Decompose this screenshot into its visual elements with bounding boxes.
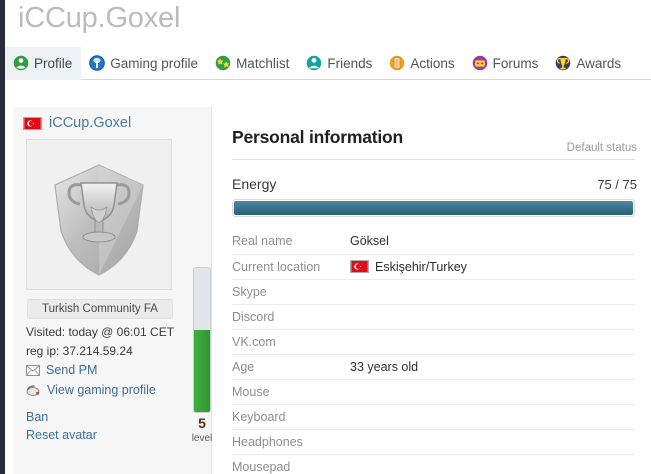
info-value-cell [350,279,635,305]
info-key: Discord [232,304,350,330]
reset-avatar-link[interactable]: Reset avatar [26,428,97,442]
info-key: Skype [232,279,350,305]
section-title: Personal information [232,127,404,147]
page-title: iCCup.Goxel [18,2,181,34]
tab-profile[interactable]: Profile [5,46,82,80]
info-key: Headphones [232,429,350,455]
friends-icon [307,55,322,71]
table-row: Current location Eskişehir/Turkey [232,254,635,280]
page-header: iCCup.Goxel [5,0,651,47]
info-key: Real name [232,229,350,255]
sidebar-username[interactable]: iCCup.Goxel [49,115,132,131]
info-value-cell [350,404,635,430]
matchlist-icon [215,55,231,71]
info-value: 33 years old [350,359,419,374]
info-key: Mouse [232,379,350,405]
tab-friends[interactable]: Friends [298,47,381,80]
info-value: Eskişehir/Turkey [375,259,467,274]
info-value-cell: Göksel [350,229,635,255]
tab-label: Profile [34,55,73,71]
turkey-flag-icon [23,116,42,130]
awards-icon [556,55,571,71]
actions-icon [390,55,405,71]
turkey-flag-icon [350,260,369,273]
energy-label: Energy [232,176,277,192]
personal-info-table: Real name Göksel Current location Eskişehir… [232,229,635,474]
tab-label: Awards [576,55,622,71]
tab-label: Actions [410,55,455,71]
forums-icon [472,55,487,71]
profile-icon [13,55,29,71]
table-row: Real name Göksel [232,229,635,255]
envelope-icon [26,364,40,376]
send-pm-link[interactable]: Send PM [26,363,97,377]
info-key: Age [232,354,350,380]
info-value-cell [350,304,635,330]
default-status-label: Default status [566,142,637,154]
profile-sidebar: iCCup.Goxel [13,107,212,474]
view-gaming-profile-link[interactable]: View gaming profile [26,383,156,397]
clan-button[interactable]: Turkish Community FA [27,299,173,319]
level-progress-fill [194,329,210,412]
table-row: Keyboard [232,404,635,430]
gaming-profile-icon [89,55,106,71]
table-row: Age 33 years old [232,354,635,380]
info-value: Göksel [350,234,389,249]
table-row: VK.com [232,329,635,355]
info-key: Mousepad [232,454,350,474]
energy-bar [232,199,635,217]
tab-gaming-profile[interactable]: Gaming profile [81,47,207,80]
level-number: 5 [198,415,206,431]
info-value-cell [350,454,635,474]
info-key: Keyboard [232,404,350,430]
tab-awards[interactable]: Awards [547,47,630,80]
avatar[interactable] [26,139,172,290]
send-pm-label: Send PM [46,363,98,377]
left-edge-strip [0,0,5,474]
reg-ip-text: reg ip: 37.214.59.24 [26,344,133,358]
level-label: level [191,433,213,444]
energy-bar-fill [234,201,633,215]
trophy-shield-avatar [54,164,144,276]
mouse-icon [26,385,40,396]
level-progress-bar [193,267,211,413]
visited-text: Visited: today @ 06:01 CET [26,325,175,339]
table-row: Mousepad [232,454,635,474]
info-value-cell [350,329,635,355]
sidebar-username-row: iCCup.Goxel [23,115,131,131]
tab-actions[interactable]: Actions [381,47,463,80]
view-gaming-profile-label: View gaming profile [47,383,156,397]
table-row: Skype [232,279,635,305]
info-value-cell [350,429,635,455]
tab-label: Gaming profile [110,55,199,71]
table-row: Discord [232,304,635,330]
tab-label: Forums [492,55,539,71]
tab-label: Matchlist [236,55,290,71]
info-value-cell: 33 years old [350,354,635,380]
info-value-cell: Eskişehir/Turkey [350,254,635,280]
table-row: Headphones [232,429,635,455]
info-key: Current location [232,254,350,280]
main-tabbar: Profile Gaming profile Matchlist Friends Act… [5,46,651,80]
tab-label: Friends [327,55,373,71]
ban-link[interactable]: Ban [26,410,49,424]
energy-value: 75 / 75 [597,177,637,192]
table-row: Mouse [232,379,635,405]
tab-matchlist[interactable]: Matchlist [207,47,298,80]
title-divider [232,159,635,160]
tab-forums[interactable]: Forums [464,47,548,80]
info-value-cell [350,379,635,405]
info-key: VK.com [232,329,350,355]
